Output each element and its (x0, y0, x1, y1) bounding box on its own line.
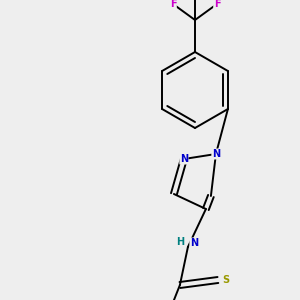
Text: F: F (170, 0, 176, 9)
Text: H: H (176, 237, 184, 247)
Text: F: F (214, 0, 220, 9)
Text: N: N (180, 154, 188, 164)
Text: N: N (212, 149, 220, 159)
Text: S: S (222, 275, 230, 285)
Text: N: N (190, 238, 198, 248)
